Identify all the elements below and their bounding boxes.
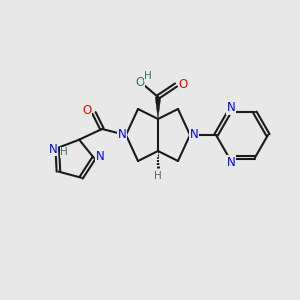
Text: O: O [135,76,145,88]
Polygon shape [155,97,161,119]
Text: H: H [60,147,68,157]
Text: N: N [49,142,58,156]
Text: N: N [226,156,236,169]
Text: H: H [144,71,152,81]
Text: N: N [118,128,126,142]
Text: N: N [96,151,104,164]
Text: O: O [82,104,91,118]
Text: O: O [178,77,188,91]
Text: N: N [190,128,198,142]
Text: H: H [154,171,162,181]
Text: N: N [226,101,236,114]
